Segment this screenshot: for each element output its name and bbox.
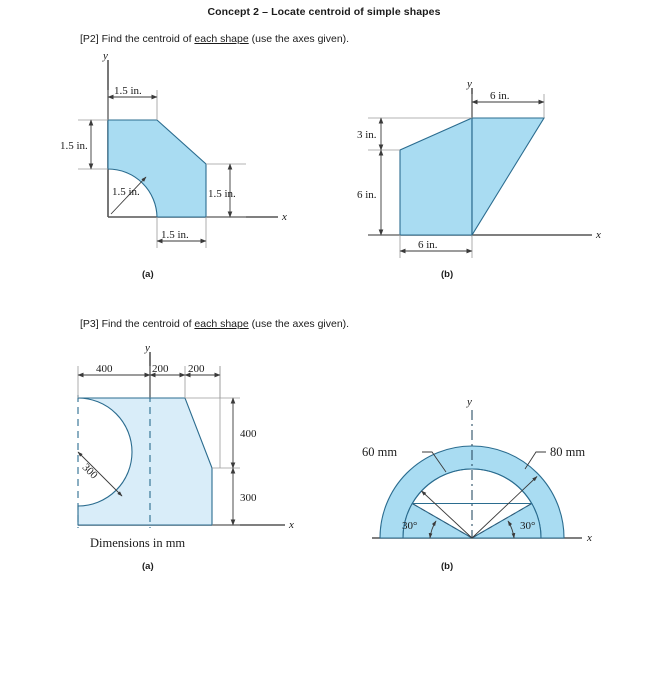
shape-p2a-region: [107, 119, 207, 218]
x-axis-label: x: [288, 519, 294, 531]
problem-p2-prompt: [P2] Find the centroid of each shape (us…: [80, 33, 349, 45]
dim-label-right-upper: 400: [240, 428, 257, 440]
inner-callout-leader: [422, 451, 447, 473]
dim-label-top: 6 in.: [490, 90, 510, 102]
problem-p2-suffix: (use the axes given).: [248, 33, 350, 45]
x-axis-label: x: [586, 532, 592, 544]
dim-label-top: 1.5 in.: [114, 85, 142, 97]
y-axis-label: y: [466, 78, 472, 90]
shape-p2b-right-triangle: [471, 117, 545, 237]
dim-label-bottom: 6 in.: [418, 239, 438, 251]
problem-p2-prefix: [P2] Find the centroid of: [80, 33, 195, 45]
figure-caption-p2-a: (a): [142, 269, 154, 280]
dim-label-left-lower: 6 in.: [357, 189, 377, 201]
shape-p3a-region: [77, 397, 213, 526]
radius-leader: [110, 176, 147, 215]
dim-label-top-left: 400: [96, 363, 113, 375]
figure-caption-p3-b: (b): [441, 561, 454, 572]
y-axis-label: y: [466, 396, 472, 408]
y-axis-label: y: [144, 342, 150, 354]
figure-p2-b: x y 6 in. 3 in. 6 in.: [350, 78, 610, 260]
angle-label-right: 30°: [520, 520, 535, 532]
x-axis-label: x: [595, 229, 601, 241]
dim-label-right: 1.5 in.: [208, 188, 236, 200]
shape-p3b-right-wedge: [469, 502, 542, 539]
dim-label-right-lower: 300: [240, 492, 257, 504]
angle-label-left: 30°: [402, 520, 417, 532]
dim-label-radius: 300: [80, 461, 101, 482]
angle-line-left: [412, 503, 473, 539]
problem-p3-emphasis: each shape: [194, 318, 249, 330]
problem-p3-prefix: [P3] Find the centroid of: [80, 318, 195, 330]
y-axis-label: y: [102, 50, 108, 62]
figure-p2-a: x y 1.5 in. 1.5 in. 1.5 in. 1.5: [60, 50, 310, 252]
x-axis-label: x: [281, 211, 287, 223]
dim-label-inner: 60 mm: [362, 445, 397, 459]
dim-label-top-right: 200: [188, 363, 205, 375]
inner-arc: [411, 468, 533, 504]
outer-radius-leader: [471, 476, 538, 539]
page-title: Concept 2 – Locate centroid of simple sh…: [207, 6, 441, 18]
radius-leader: [77, 451, 123, 497]
shape-p2b-left-trapezoid: [399, 117, 473, 236]
problem-p3-prompt: [P3] Find the centroid of each shape (us…: [80, 318, 349, 330]
problem-p2-emphasis: each shape: [194, 33, 249, 45]
dim-label-left-upper: 3 in.: [357, 129, 377, 141]
dim-label-top-mid: 200: [152, 363, 169, 375]
angle-line-right: [471, 503, 532, 539]
outer-callout-leader: [524, 451, 546, 470]
figure-caption-p2-b: (b): [441, 269, 454, 280]
angle-arc-left: [428, 520, 437, 539]
angle-arc-right: [507, 520, 516, 539]
figure-p3-a: x y 400 200 200 400: [60, 340, 320, 555]
inner-radius-leader: [421, 490, 473, 539]
dim-label-radius: 1.5 in.: [112, 186, 140, 198]
dim-label-outer: 80 mm: [550, 445, 585, 459]
problem-p3-suffix: (use the axes given).: [248, 318, 350, 330]
figure-caption-p3-a: (a): [142, 561, 154, 572]
figure-p3-b: x y 60 mm 80 mm: [350, 390, 610, 560]
dim-label-left: 1.5 in.: [60, 140, 88, 152]
dim-label-bottom: 1.5 in.: [161, 229, 189, 241]
dimensions-note: Dimensions in mm: [90, 536, 185, 550]
